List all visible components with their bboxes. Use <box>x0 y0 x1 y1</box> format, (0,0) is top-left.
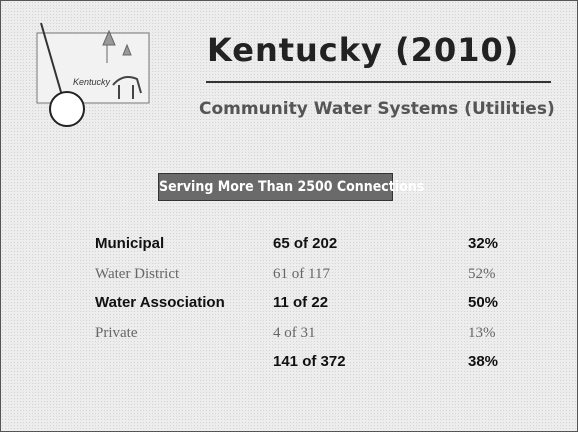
percent: 13% <box>468 321 496 345</box>
table-row: Private 4 of 31 13% <box>1 321 577 345</box>
total-row: 141 of 372 38% <box>1 350 577 374</box>
logo-banjo-body <box>50 92 84 126</box>
systems-count: 61 of 117 <box>273 262 330 286</box>
system-type: Water Association <box>95 291 225 315</box>
system-type: Private <box>95 321 138 345</box>
percent: 50% <box>468 291 498 315</box>
subtitle: Community Water Systems (Utilities) <box>199 99 555 119</box>
logo-label: Kentucky <box>73 77 111 87</box>
table-row: Municipal 65 of 202 32% <box>1 232 577 256</box>
logo: Kentucky <box>33 15 158 135</box>
title-rule <box>206 81 551 83</box>
system-type: Municipal <box>95 232 164 256</box>
percent: 32% <box>468 232 498 256</box>
system-type: Water District <box>95 262 179 286</box>
banner: Serving More Than 2500 Connections <box>158 173 393 201</box>
systems-count: 65 of 202 <box>273 232 337 256</box>
table-row: Water District 61 of 117 52% <box>1 262 577 286</box>
slide: Kentucky Kentucky (2010) Community Water… <box>0 0 578 432</box>
systems-count: 11 of 22 <box>273 291 328 315</box>
systems-count: 4 of 31 <box>273 321 316 345</box>
total-percent: 38% <box>468 350 498 374</box>
total-systems: 141 of 372 <box>273 350 346 374</box>
title: Kentucky (2010) <box>207 31 519 69</box>
percent: 52% <box>468 262 496 286</box>
table-row: Water Association 11 of 22 50% <box>1 291 577 315</box>
